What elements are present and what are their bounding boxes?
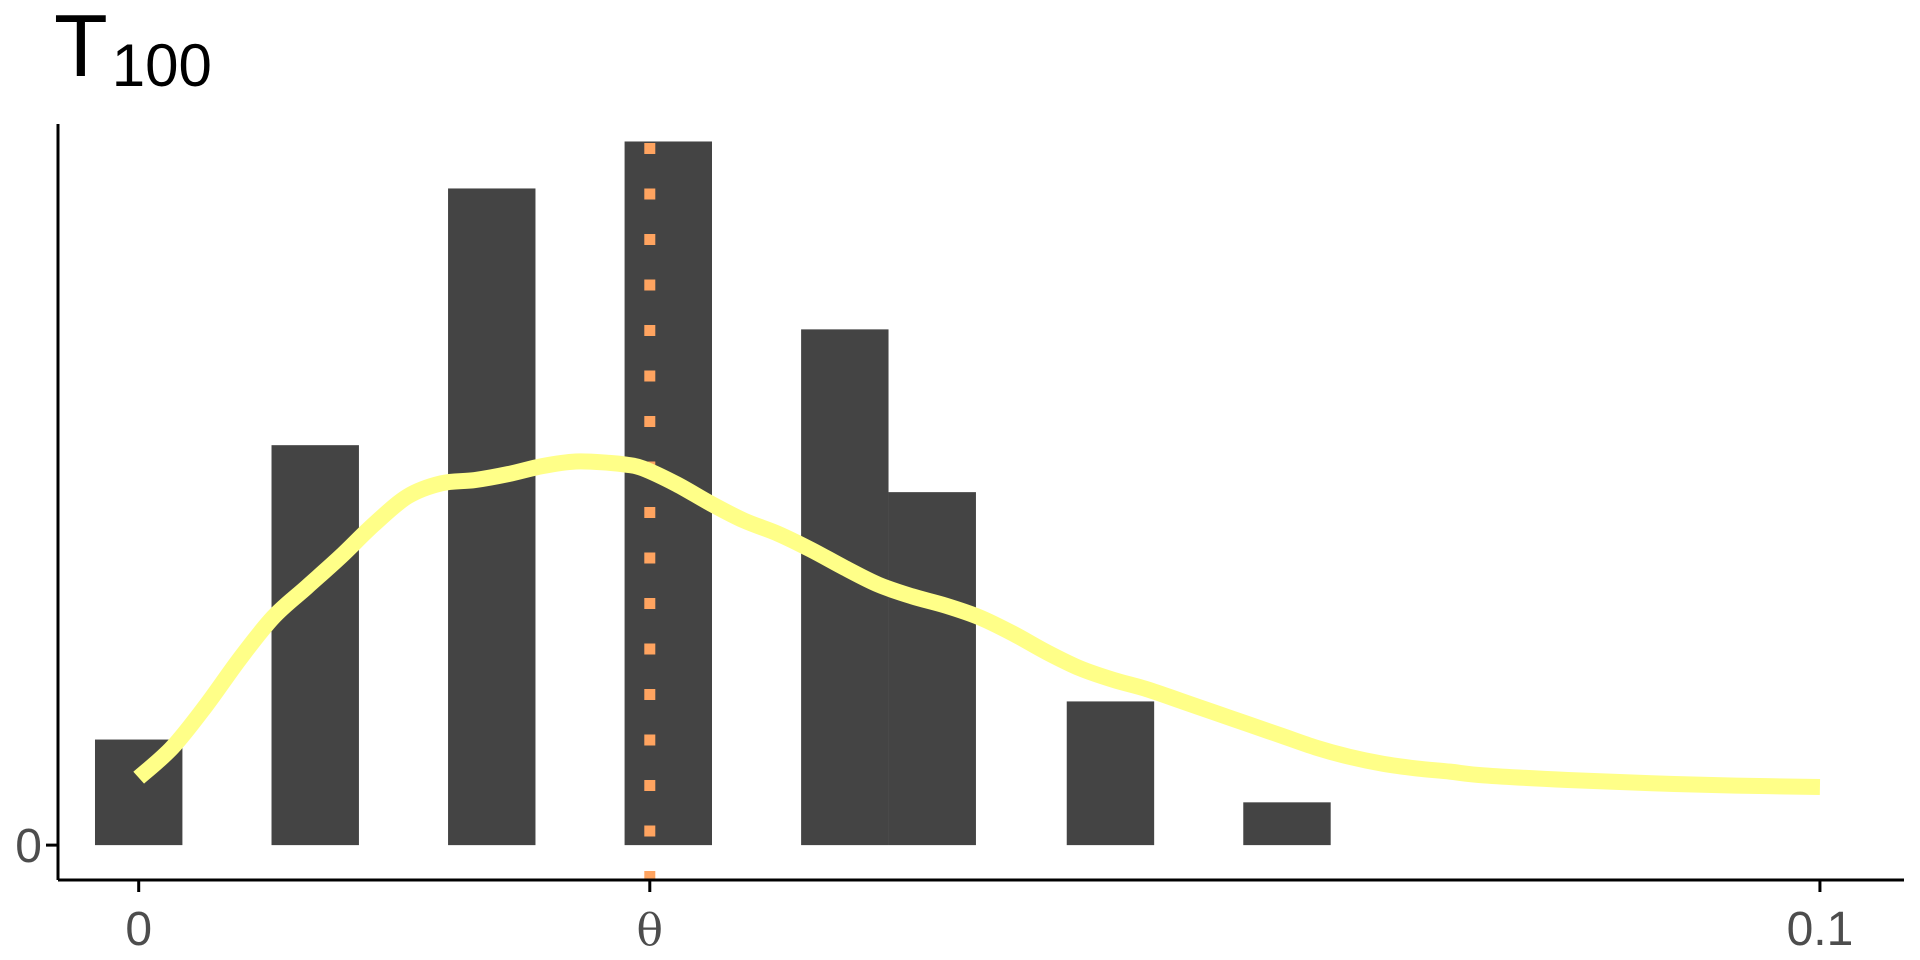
chart-title: T100 (54, 2, 212, 96)
x-tick-label-2: θ (637, 905, 664, 956)
bars-layer (94, 141, 1331, 846)
chart-title-subscript: 100 (111, 32, 212, 99)
y-tick-label-1: 0 (15, 820, 42, 873)
density-layer (133, 453, 1821, 795)
histogram-bar-8 (1243, 802, 1331, 846)
chart-title-main: T (54, 0, 108, 95)
density-curve (133, 453, 1821, 795)
x-tick-label-3: 0.1 (1787, 903, 1854, 956)
histogram-bar-3 (448, 188, 536, 846)
histogram-bar-7 (1066, 701, 1155, 846)
x-tick-label-1: 0 (125, 903, 152, 956)
histogram-bar-2 (271, 445, 359, 846)
histogram-bar-6 (888, 492, 976, 846)
axes-layer: 0 θ 0.1 0 (15, 124, 1904, 956)
